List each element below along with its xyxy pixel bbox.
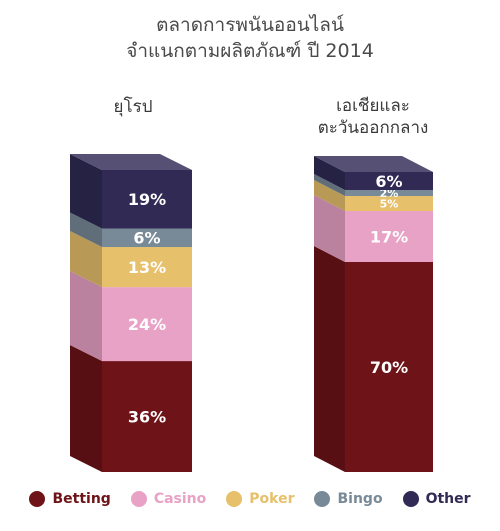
bar-side-bingo-0	[70, 212, 102, 248]
legend-label-poker: Poker	[249, 491, 295, 507]
chart-subtitle: จำแนกตามผลิตภัณฑ์ ปี 2014	[126, 40, 374, 62]
bar-segment-other-0	[102, 170, 192, 229]
bar-label-casino-0: 24%	[128, 315, 166, 334]
bar-segment-bingo-0	[102, 228, 192, 248]
bar-top-0	[70, 154, 192, 170]
bar-side-bingo-1	[314, 174, 345, 196]
bar-segment-poker-0	[102, 247, 192, 288]
bar-side-other-1	[314, 156, 345, 190]
legend-item-betting: Betting	[29, 491, 111, 507]
legend-label-other: Other	[425, 491, 471, 507]
legend-item-other: Other	[402, 491, 471, 507]
bar-side-casino-1	[314, 195, 345, 262]
bar-segment-betting-0	[102, 361, 192, 472]
bar-segment-casino-1	[345, 211, 433, 262]
bar-segment-poker-1	[345, 196, 433, 211]
bar-label-betting-1: 70%	[370, 358, 408, 377]
legend-label-bingo: Bingo	[337, 491, 383, 507]
bar-side-poker-1	[314, 180, 345, 211]
category-label-asia-line-2: ตะวันออกกลาง	[317, 118, 429, 138]
category-label-asia-line-1: เอเชียและ	[336, 96, 410, 116]
bar-top-1	[314, 156, 433, 172]
legend-label-casino: Casino	[153, 491, 207, 507]
legend-swatch-casino	[130, 491, 147, 507]
bar-segment-bingo-1	[345, 190, 433, 196]
bar-segment-casino-0	[102, 287, 192, 362]
bar-label-bingo-1: 2%	[380, 187, 399, 200]
bar-side-other-0	[70, 154, 102, 229]
legend-item-bingo: Bingo	[314, 491, 383, 507]
category-label-asia: เอเชียและ ตะวันออกกลาง	[298, 95, 448, 139]
legend-label-betting: Betting	[52, 491, 111, 507]
legend-item-casino: Casino	[130, 491, 207, 507]
bar-side-casino-0	[70, 271, 102, 362]
chart-title: ตลาดการพนันออนไลน์	[156, 14, 344, 36]
bar-label-betting-0: 36%	[128, 407, 166, 426]
category-label-europe: ยุโรป	[63, 96, 203, 118]
bar-label-poker-1: 5%	[380, 197, 399, 210]
bar-side-betting-0	[70, 345, 102, 472]
chart-title-block: ตลาดการพนันออนไลน์ จำแนกตามผลิตภัณฑ์ ปี …	[0, 12, 500, 64]
bar-segment-betting-1	[345, 262, 433, 472]
bar-side-betting-1	[314, 246, 345, 472]
bar-side-poker-0	[70, 231, 102, 288]
bar-label-casino-1: 17%	[370, 227, 408, 246]
legend-item-poker: Poker	[226, 491, 294, 507]
legend-swatch-betting	[29, 491, 46, 507]
bar-segment-other-1	[345, 172, 433, 190]
legend-swatch-bingo	[314, 491, 331, 507]
legend: Betting Casino Poker Bingo Other	[0, 487, 500, 511]
bar-label-bingo-0: 6%	[133, 229, 160, 248]
legend-swatch-poker	[226, 491, 243, 507]
category-label-europe-line-1: ยุโรป	[113, 97, 153, 117]
bar-label-other-1: 6%	[375, 172, 402, 191]
bar-label-other-0: 19%	[128, 190, 166, 209]
legend-swatch-other	[402, 491, 419, 507]
bar-label-poker-0: 13%	[128, 258, 166, 277]
